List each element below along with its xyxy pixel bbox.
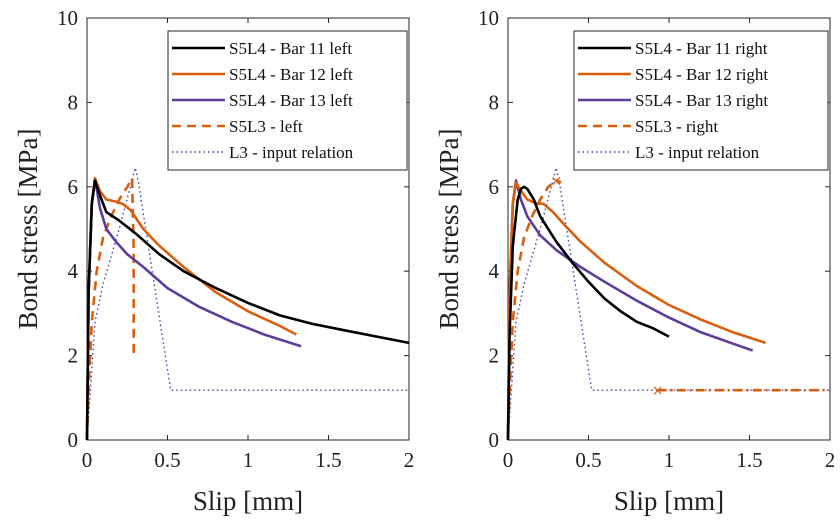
y-tick-label: 6 [68, 175, 79, 199]
chart-panel-1: 0 0.5 1 1.5 2 0 2 4 6 8 10 Slip [mm] Bond stress [MP… [13, 6, 414, 516]
x-tick-label: 1.5 [736, 448, 762, 472]
legend-label: L3 - input relation [635, 143, 760, 162]
x-tick-label: 1 [243, 448, 254, 472]
legend-label: S5L4 - Bar 12 left [229, 65, 353, 84]
x-tick-label: 0.5 [154, 448, 180, 472]
y-tick-label: 10 [478, 6, 499, 30]
x-tick-label: 2 [404, 448, 415, 472]
y-tick-label: 0 [68, 428, 79, 452]
x-tick-label: 2 [825, 448, 836, 472]
x-tick-label: 1.5 [315, 448, 341, 472]
y-axis-label: Bond stress [MPa] [13, 129, 43, 330]
y-axis-label: Bond stress [MPa] [434, 129, 464, 330]
y-tick-label: 2 [68, 344, 79, 368]
x-tick-label: 0 [503, 448, 514, 472]
legend-label: S5L4 - Bar 11 right [635, 39, 768, 58]
legend-label: S5L4 - Bar 12 right [635, 65, 768, 84]
series-line [506, 181, 767, 441]
y-tick-label: 6 [489, 175, 500, 199]
y-tick-label: 0 [489, 428, 500, 452]
legend-label: L3 - input relation [229, 143, 354, 162]
series-line [506, 185, 670, 441]
x-tick-label: 0 [82, 448, 93, 472]
y-tick-label: 4 [489, 259, 500, 283]
y-tick-label: 8 [489, 90, 500, 114]
legend-label: S5L3 - left [229, 117, 303, 136]
x-tick-label: 1 [664, 448, 675, 472]
y-tick-label: 4 [68, 259, 79, 283]
series-marker: × [550, 173, 562, 189]
x-axis-label: Slip [mm] [193, 486, 303, 516]
series-line [507, 167, 830, 441]
y-tick-label: 2 [489, 344, 500, 368]
chart-panel-2: 0 0.5 1 1.5 2 0 2 4 6 8 10 Slip [mm] Bond stress [MP… [434, 6, 835, 516]
y-tick-label: 10 [57, 6, 78, 30]
series-line [86, 167, 409, 441]
series-line [506, 179, 562, 441]
y-tick-label: 8 [68, 90, 79, 114]
legend-label: S5L3 - right [635, 117, 718, 136]
x-axis-label: Slip [mm] [614, 486, 724, 516]
legend-label: S5L4 - Bar 11 left [229, 39, 352, 58]
legend-label: S5L4 - Bar 13 right [635, 91, 768, 110]
series-marker: × [652, 383, 664, 399]
legend-label: S5L4 - Bar 13 left [229, 91, 353, 110]
x-tick-label: 0.5 [575, 448, 601, 472]
series-line [85, 179, 410, 441]
